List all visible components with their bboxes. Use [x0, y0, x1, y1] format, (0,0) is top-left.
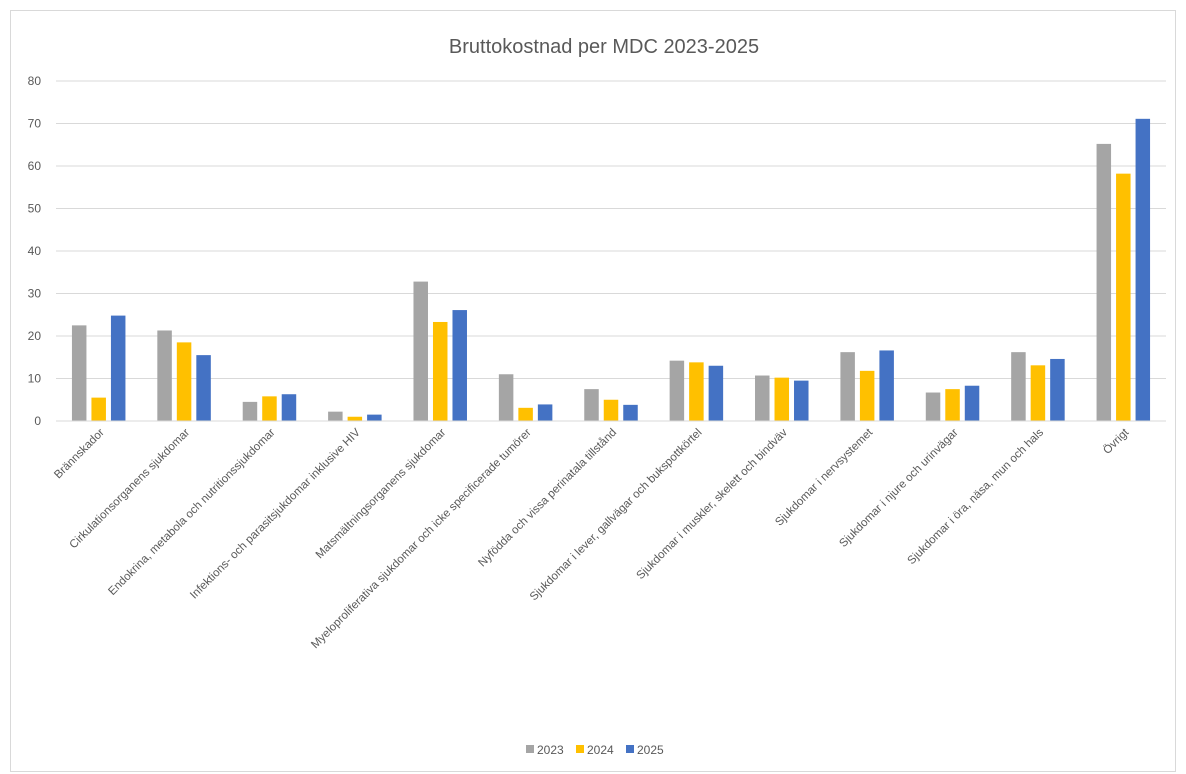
bar-2023 [925, 392, 941, 421]
bar-2023 [669, 360, 685, 421]
y-tick-label: 60 [28, 159, 42, 173]
category-label: Nyfödda och vissa perinatala tillstånd [476, 427, 619, 570]
bar-2025 [452, 310, 467, 421]
y-tick-label: 40 [28, 244, 42, 258]
y-tick-label: 70 [28, 117, 42, 131]
bar-2023 [498, 374, 514, 421]
bar-2023 [755, 375, 770, 421]
bar-2023 [413, 281, 428, 421]
bar-2024 [1116, 173, 1131, 421]
bar-2024 [432, 321, 448, 421]
bar-2024 [945, 389, 960, 421]
y-axis-ticks: 0 10 20 30 40 50 60 70 80 [28, 74, 42, 428]
bar-2023 [71, 325, 87, 421]
legend-label: 2024 [587, 743, 614, 757]
bar-2025 [623, 404, 638, 421]
bar-2023 [1011, 352, 1026, 421]
bar-2023 [157, 330, 172, 421]
category-label: Sjukdomar i nervsystemet [773, 426, 876, 529]
chart-title: Bruttokostnad per MDC 2023-2025 [449, 36, 759, 58]
category-label: Infektions- och parasitsjukdomar inklusi… [188, 426, 363, 601]
bar-2024 [603, 399, 619, 421]
bar-2024 [689, 362, 704, 421]
bar-2023 [584, 389, 599, 421]
bar-2025 [794, 380, 809, 421]
legend-swatch-2024 [576, 745, 584, 753]
y-tick-label: 0 [34, 414, 41, 428]
bar-2025 [964, 385, 980, 421]
bar-2023 [840, 352, 855, 421]
y-tick-label: 20 [28, 329, 42, 343]
category-label: Sjukdomar i muskler, skelett och bindväv [635, 426, 791, 582]
bar-2025 [196, 355, 211, 421]
y-tick-label: 80 [28, 74, 42, 88]
bar-2025 [281, 394, 297, 421]
bar-2024 [518, 407, 533, 421]
bars [71, 118, 1151, 421]
category-label: Brännskador [52, 427, 107, 482]
y-tick-label: 10 [28, 372, 42, 386]
bar-2024 [262, 396, 277, 421]
category-label: Sjukdomar i lever, gallvägar och bukspot… [528, 427, 705, 604]
bar-2024 [91, 397, 106, 421]
bar-2025 [537, 404, 553, 421]
bar-2025 [1050, 358, 1065, 421]
bar-2023 [328, 411, 343, 421]
chart-frame: Bruttokostnad per MDC 2023-2025 0 10 20 30 4… [10, 10, 1176, 772]
y-tick-label: 50 [28, 202, 42, 216]
bar-2024 [347, 416, 363, 421]
bar-2025 [367, 414, 382, 421]
bar-2023 [1096, 143, 1112, 421]
category-label: Övrigt [1101, 426, 1132, 457]
legend-swatch-2025 [626, 745, 634, 753]
legend: 2023 2024 2025 [526, 743, 664, 757]
category-label: Endokrina, metabola och nutritionssjukdo… [106, 427, 277, 598]
category-label: Sjukdomar i öra, näsa, mun och hals [906, 426, 1047, 567]
legend-label: 2025 [637, 743, 664, 757]
legend-swatch-2023 [526, 745, 534, 753]
y-tick-label: 30 [28, 287, 42, 301]
gridlines [56, 80, 1166, 379]
bar-2024 [859, 370, 875, 421]
bar-2024 [176, 342, 192, 421]
bar-2025 [879, 350, 894, 421]
bar-2023 [242, 401, 258, 421]
bar-2025 [110, 315, 126, 421]
bar-2024 [1030, 365, 1046, 421]
bar-2024 [774, 377, 790, 421]
bar-2025 [1135, 118, 1151, 421]
bar-2025 [708, 365, 724, 421]
bar-chart: Bruttokostnad per MDC 2023-2025 0 10 20 30 4… [28, 36, 1166, 757]
legend-label: 2023 [537, 743, 564, 757]
